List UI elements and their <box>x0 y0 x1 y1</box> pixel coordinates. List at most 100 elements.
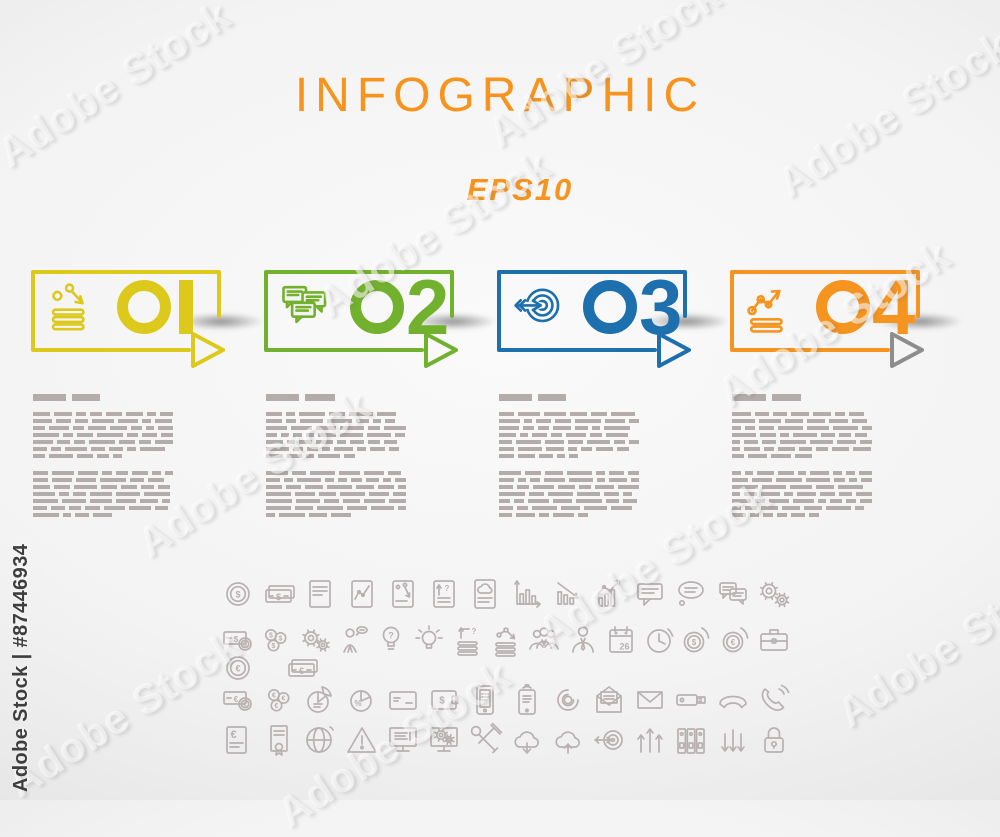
heading-bar <box>538 394 566 401</box>
text-dash <box>606 499 619 503</box>
text-dash <box>142 419 151 423</box>
text-dash <box>74 440 85 444</box>
text-dash <box>147 412 156 416</box>
text-dash <box>611 506 632 510</box>
tablet-wifi-icon <box>517 683 536 715</box>
text-dash <box>139 440 151 444</box>
text-dash <box>569 454 578 458</box>
text-dash <box>532 433 547 437</box>
text-dash <box>859 471 872 475</box>
text-dash <box>755 412 769 416</box>
text-dash <box>732 506 741 510</box>
text-dash <box>305 485 323 489</box>
icon-sheet-row-2: $ $ $ $ $?? 26 $ € <box>220 622 792 658</box>
repair-tools-icon <box>471 722 503 754</box>
document-euro-icon: € <box>226 726 247 754</box>
text-dash <box>266 485 282 489</box>
text-dash <box>618 485 639 489</box>
digit-zero-ring <box>816 280 870 334</box>
text-dash <box>810 440 833 444</box>
svg-text:$: $ <box>692 638 697 647</box>
placeholder-line <box>499 419 642 423</box>
text-dash <box>350 440 364 444</box>
placeholder-line <box>732 440 875 444</box>
digit-zero-ring <box>583 280 637 334</box>
text-dash <box>75 513 89 517</box>
text-dash <box>590 433 602 437</box>
placeholder-line <box>266 492 409 496</box>
text-dash <box>371 506 394 510</box>
placeholder-line <box>266 433 409 437</box>
text-dash <box>790 485 812 489</box>
text-dash <box>297 478 321 482</box>
text-dash <box>793 499 814 503</box>
text-dash <box>732 433 756 437</box>
text-dash <box>356 419 369 423</box>
svg-text:€: € <box>234 695 239 704</box>
text-dash <box>516 513 535 517</box>
text-dash <box>109 447 123 451</box>
text-dash <box>499 513 512 517</box>
arrows-down-icon <box>720 729 745 752</box>
text-dash <box>518 478 526 482</box>
text-dash <box>266 426 287 430</box>
text-dash <box>299 440 312 444</box>
text-dash <box>33 478 48 482</box>
placeholder-line <box>732 485 875 489</box>
text-dash <box>292 471 306 475</box>
placeholder-line <box>33 485 176 489</box>
placeholder-line <box>499 454 642 458</box>
envelope-closed-icon <box>637 691 664 709</box>
text-dash <box>266 471 288 475</box>
text-dash <box>131 426 142 430</box>
text-dash <box>853 447 871 451</box>
text-dash <box>97 433 123 437</box>
text-dash <box>553 513 574 517</box>
text-dash <box>369 492 389 496</box>
text-dash <box>732 513 746 517</box>
text-dash <box>90 492 112 496</box>
text-dash <box>581 447 592 451</box>
text-dash <box>821 433 835 437</box>
tablet-cloud-icon <box>474 579 497 609</box>
text-dash <box>319 492 336 496</box>
text-dash <box>570 412 587 416</box>
placeholder-line <box>499 447 642 451</box>
text-dash <box>33 506 47 510</box>
text-dash <box>132 471 148 475</box>
placeholder-line <box>499 499 642 503</box>
text-dash <box>295 492 315 496</box>
placeholder-line <box>732 426 875 430</box>
text-dash <box>596 447 613 451</box>
text-dash <box>54 412 72 416</box>
text-dash <box>385 419 395 423</box>
text-dash <box>89 440 115 444</box>
text-dash <box>596 471 605 475</box>
text-dash <box>623 499 637 503</box>
text-dash <box>300 419 323 423</box>
text-dash <box>266 412 282 416</box>
text-dash <box>499 433 516 437</box>
text-dash <box>85 506 100 510</box>
clipboard-chart-icon <box>350 580 373 608</box>
text-dash <box>266 492 291 496</box>
text-dash <box>611 412 635 416</box>
text-dash <box>837 440 856 444</box>
text-dash <box>530 478 540 482</box>
text-dash <box>514 499 524 503</box>
text-dash <box>73 426 84 430</box>
text-dash <box>104 506 125 510</box>
digit-one-bar <box>179 280 193 334</box>
text-dash <box>499 478 514 482</box>
text-dash <box>384 426 406 430</box>
text-dash <box>378 485 394 489</box>
text-dash <box>539 513 549 517</box>
coin-euro-arc-icon: € <box>722 627 749 653</box>
placeholder-paragraph <box>33 471 176 517</box>
text-dash <box>33 471 48 475</box>
monitor-gears-icon <box>430 727 458 752</box>
text-dash <box>266 499 292 503</box>
text-dash <box>555 419 571 423</box>
text-dash <box>748 454 767 458</box>
cloud-upload-icon <box>555 731 580 754</box>
